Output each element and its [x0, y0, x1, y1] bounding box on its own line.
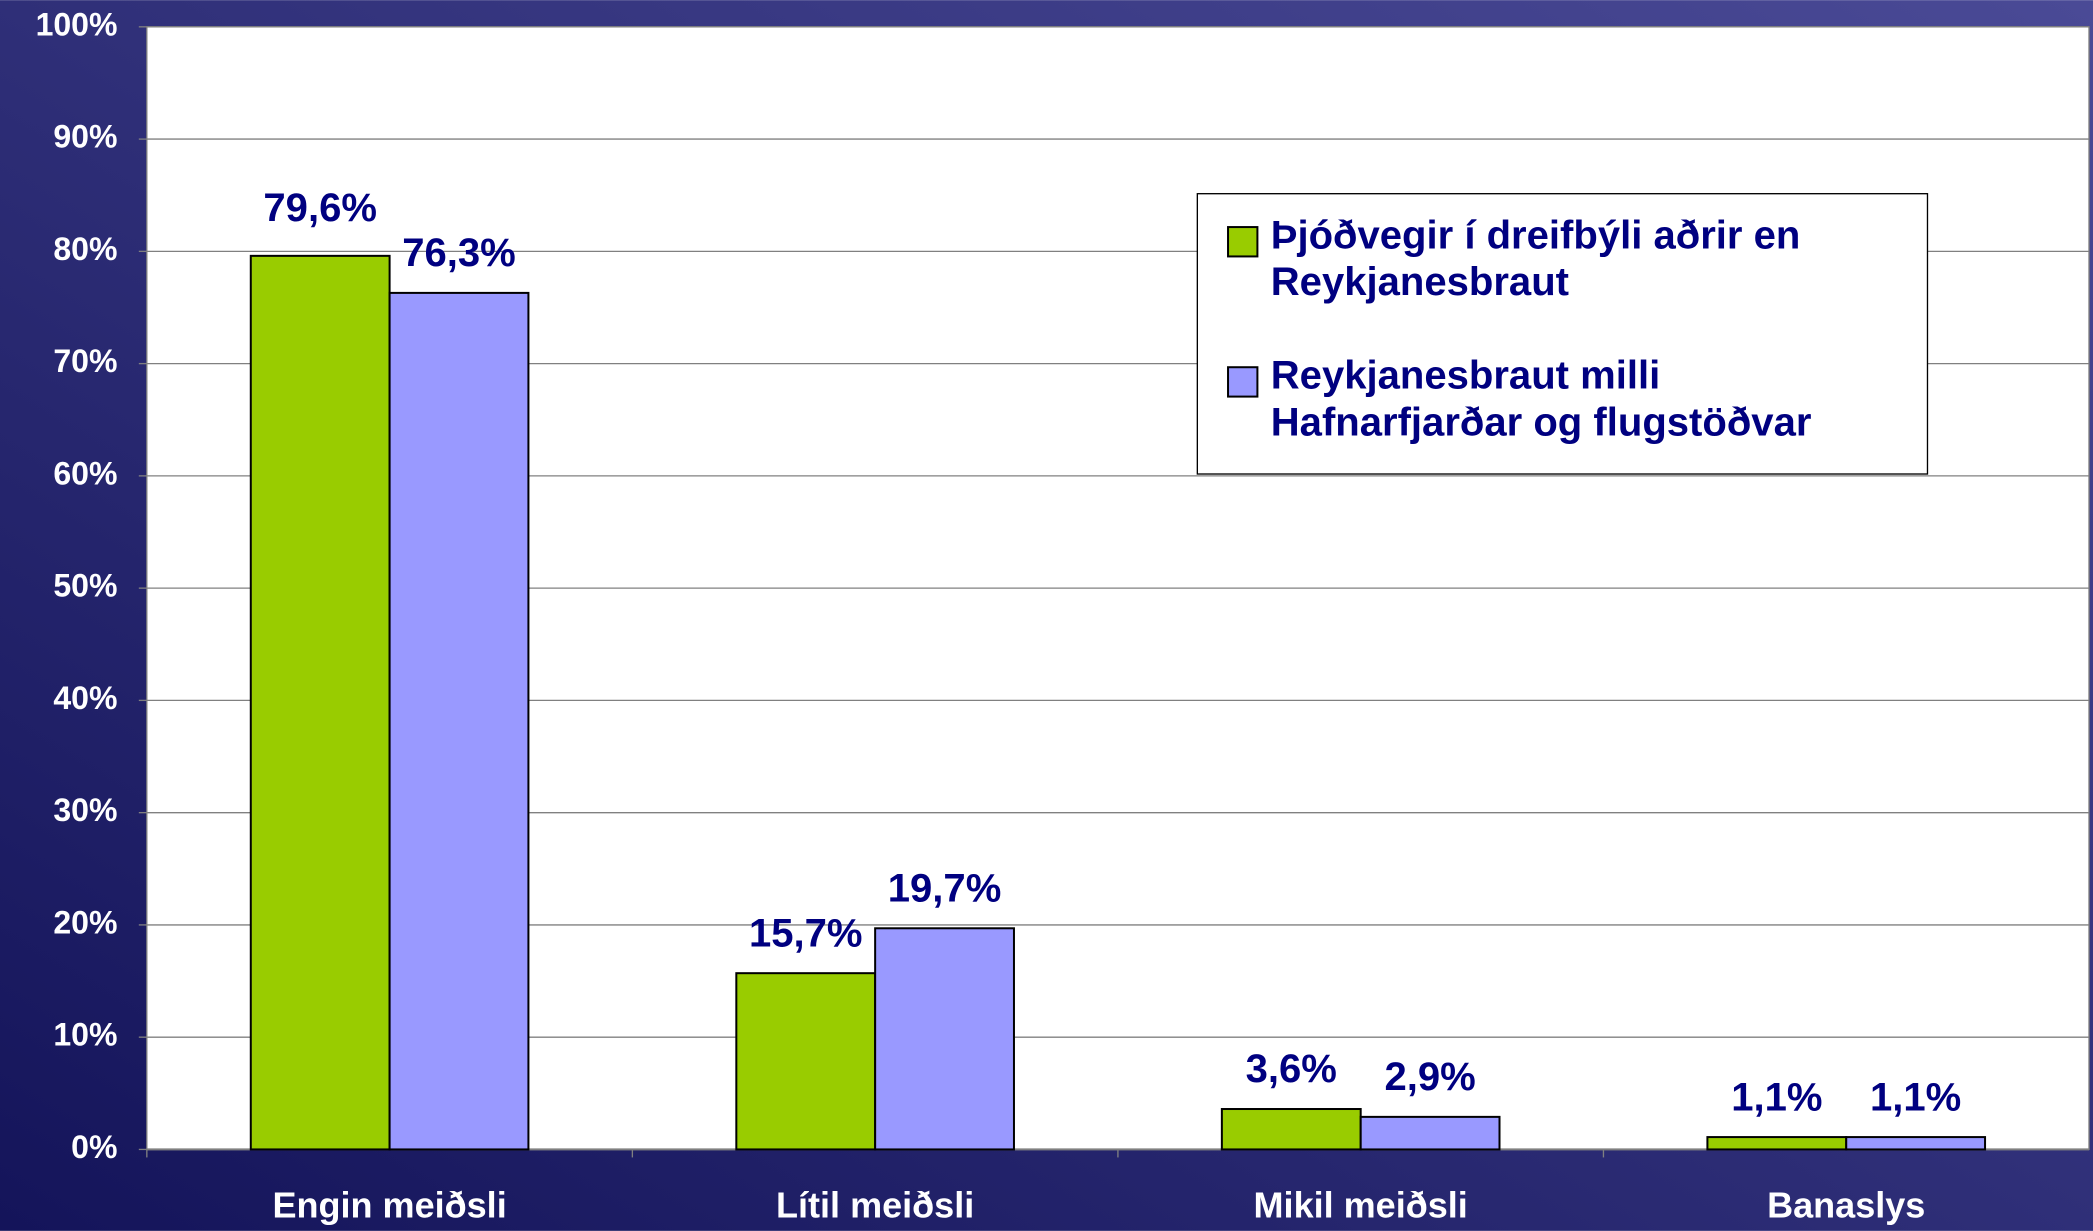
- y-tick-label: 80%: [53, 231, 117, 267]
- bar: [874, 927, 1015, 1151]
- data-label: 79,6%: [263, 186, 377, 230]
- x-tick-label: Banaslys: [1767, 1185, 1925, 1226]
- y-tick-label: 20%: [53, 904, 117, 940]
- x-tick-label: Lítil meiðsli: [776, 1185, 974, 1226]
- y-tick-label: 90%: [53, 119, 117, 155]
- data-label: 1,1%: [1731, 1075, 1822, 1119]
- bar: [1359, 1115, 1501, 1151]
- legend-entry: Þjóðvegir í dreifbýli aðrir en Reykjanes…: [1270, 213, 1801, 305]
- legend-swatch: [1227, 366, 1259, 398]
- data-label: 1,1%: [1870, 1075, 1961, 1119]
- y-tick-label: 0%: [71, 1129, 117, 1165]
- bar: [1220, 1108, 1362, 1151]
- data-label: 76,3%: [402, 231, 516, 275]
- data-label: 19,7%: [888, 866, 1002, 910]
- y-tick-label: 100%: [36, 6, 118, 42]
- data-label: 2,9%: [1384, 1055, 1475, 1099]
- y-tick-label: 70%: [53, 343, 117, 379]
- legend-box: [1196, 193, 1929, 475]
- data-label: 3,6%: [1246, 1047, 1337, 1091]
- y-tick-label: 10%: [53, 1017, 117, 1053]
- y-tick-label: 40%: [53, 680, 117, 716]
- bar: [1706, 1136, 1848, 1151]
- x-tick-label: Mikil meiðsli: [1254, 1185, 1468, 1226]
- bar: [1845, 1136, 1987, 1151]
- legend-swatch: [1227, 226, 1259, 258]
- bar: [735, 972, 877, 1151]
- y-tick-label: 60%: [53, 455, 117, 491]
- bar: [388, 291, 530, 1151]
- legend-label: Þjóðvegir í dreifbýli aðrir en Reykjanes…: [1270, 213, 1801, 305]
- y-tick-label: 50%: [53, 568, 117, 604]
- y-tick-label: 30%: [53, 792, 117, 828]
- bar: [249, 254, 391, 1151]
- data-label: 15,7%: [749, 911, 863, 955]
- legend-entry: Reykjanesbraut milli Hafnarfjarðar og fl…: [1270, 353, 1812, 445]
- legend-label: Reykjanesbraut milli Hafnarfjarðar og fl…: [1270, 353, 1812, 445]
- x-tick-label: Engin meiðsli: [272, 1185, 506, 1226]
